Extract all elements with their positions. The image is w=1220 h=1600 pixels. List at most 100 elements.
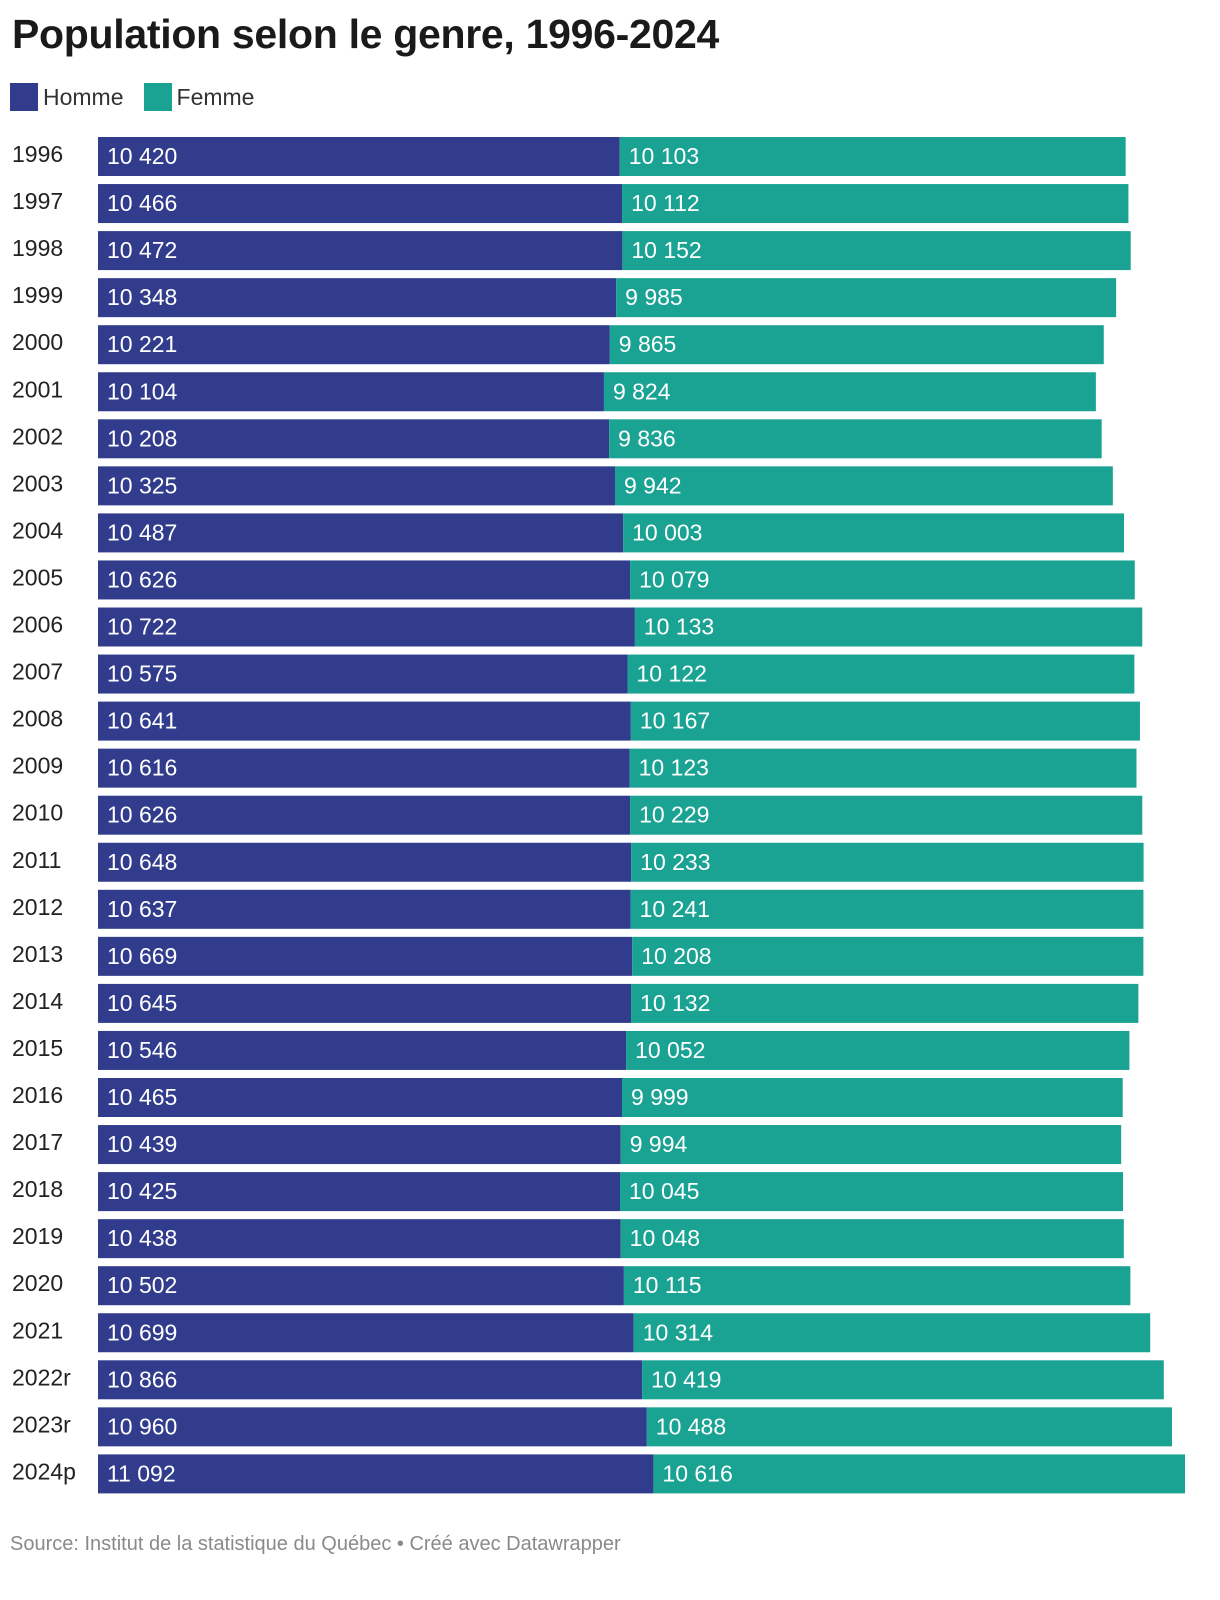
data-label-femme: 9 999	[631, 1084, 689, 1110]
bar-femme	[620, 1172, 1124, 1212]
bar-homme	[98, 1454, 654, 1494]
bar-femme	[622, 1078, 1123, 1117]
bar-row-1997: 1997 10 466 10 112	[12, 184, 1129, 224]
category-label: 1998	[12, 235, 63, 261]
category-label: 2021	[12, 1317, 63, 1343]
bar-row-1996: 1996 10 420 10 103	[12, 137, 1126, 176]
category-label: 2002	[12, 423, 63, 449]
bar-row-1999: 1999 10 348 9 985	[12, 278, 1117, 318]
bar-homme	[98, 1125, 621, 1165]
data-label-homme: 10 439	[107, 1131, 177, 1157]
bar-homme	[98, 278, 617, 318]
category-label: 2014	[12, 988, 63, 1014]
bar-chart: 1996 10 420 10 103 1997 10 466 10 112 1998 10 4…	[12, 137, 1185, 1494]
bar-homme	[98, 748, 630, 788]
data-label-femme: 10 122	[637, 661, 707, 687]
data-label-homme: 10 221	[107, 331, 177, 357]
legend-swatch-homme	[10, 83, 38, 111]
data-label-homme: 10 722	[107, 614, 177, 640]
data-label-homme: 10 502	[107, 1272, 177, 1298]
bar-row-2001: 2001 10 104 9 824	[12, 372, 1096, 412]
bar-row-2020: 2020 10 502 10 115	[12, 1266, 1131, 1306]
bar-homme	[98, 325, 610, 365]
category-label: 2015	[12, 1035, 63, 1061]
data-label-femme: 10 314	[643, 1319, 714, 1345]
data-label-femme: 9 994	[630, 1131, 688, 1157]
data-label-homme: 10 645	[107, 990, 177, 1016]
bar-row-2021: 2021 10 699 10 314	[12, 1313, 1151, 1353]
data-label-homme: 10 348	[107, 284, 177, 310]
bar-homme	[98, 1172, 621, 1212]
bar-homme	[98, 513, 624, 553]
bar-row-2007: 2007 10 575 10 122	[12, 654, 1135, 694]
category-label: 2003	[12, 470, 63, 496]
bar-row-2002: 2002 10 208 9 836	[12, 419, 1102, 459]
bar-femme	[622, 184, 1129, 224]
category-label: 2022r	[12, 1364, 71, 1390]
bar-row-2000: 2000 10 221 9 865	[12, 325, 1104, 365]
data-label-femme: 10 003	[632, 519, 702, 545]
data-label-femme: 9 824	[613, 378, 671, 404]
bar-homme	[98, 701, 631, 741]
data-label-femme: 10 488	[656, 1413, 726, 1439]
data-label-femme: 9 942	[624, 472, 682, 498]
bar-homme	[98, 936, 633, 976]
data-label-homme: 10 960	[107, 1413, 177, 1439]
data-label-femme: 9 865	[619, 331, 677, 357]
category-label: 2001	[12, 376, 63, 402]
bar-homme	[98, 1407, 647, 1447]
bar-femme	[630, 560, 1135, 600]
data-label-homme: 10 208	[107, 425, 177, 451]
bar-femme	[603, 372, 1096, 412]
bar-row-2012: 2012 10 637 10 241	[12, 889, 1144, 929]
data-label-homme: 10 669	[107, 943, 177, 969]
category-label: 2008	[12, 706, 63, 732]
category-label: 2004	[12, 517, 63, 543]
data-label-homme: 10 648	[107, 849, 177, 875]
data-label-femme: 10 241	[640, 896, 710, 922]
data-label-femme: 10 048	[630, 1225, 700, 1251]
data-label-femme: 10 419	[651, 1366, 721, 1392]
bar-homme	[98, 795, 631, 835]
source-note: Source: Institut de la statistique du Qu…	[10, 1533, 621, 1555]
category-label: 2007	[12, 659, 63, 685]
data-label-homme: 10 487	[107, 519, 177, 545]
bar-femme	[646, 1407, 1172, 1447]
bar-row-2004: 2004 10 487 10 003	[12, 513, 1125, 553]
legend-swatch-femme	[143, 83, 172, 111]
category-label: 2005	[12, 564, 63, 590]
data-label-femme: 10 123	[639, 755, 709, 781]
bar-femme	[626, 1030, 1130, 1070]
bar-row-2008: 2008 10 641 10 167	[12, 701, 1140, 741]
bar-row-2005: 2005 10 626 10 079	[12, 560, 1135, 600]
bar-row-2013: 2013 10 669 10 208	[12, 936, 1144, 976]
category-label: 1996	[12, 141, 63, 167]
bar-row-2016: 2016 10 465 9 999	[12, 1078, 1123, 1117]
data-label-femme: 10 132	[640, 990, 710, 1016]
bar-homme	[98, 1360, 643, 1400]
bar-femme	[631, 983, 1139, 1023]
data-label-homme: 10 420	[107, 143, 177, 169]
bar-row-2022r: 2022r 10 866 10 419	[12, 1360, 1164, 1400]
data-label-homme: 10 626	[107, 566, 177, 592]
data-label-femme: 9 836	[618, 425, 676, 451]
data-label-homme: 10 472	[107, 237, 177, 263]
bar-femme	[627, 654, 1135, 694]
bar-row-1998: 1998 10 472 10 152	[12, 231, 1131, 271]
bar-homme	[98, 1078, 623, 1117]
legend-item-homme: Homme	[10, 83, 124, 111]
category-label: 2023r	[12, 1411, 71, 1437]
data-label-femme: 10 045	[629, 1178, 699, 1204]
data-label-femme: 10 103	[629, 143, 699, 169]
data-label-homme: 10 325	[107, 472, 177, 498]
bar-row-2023r: 2023r 10 960 10 488	[12, 1407, 1172, 1447]
data-label-homme: 10 699	[107, 1319, 177, 1345]
category-label: 1997	[12, 188, 63, 214]
data-label-femme: 10 233	[640, 849, 710, 875]
bar-homme	[98, 1030, 627, 1070]
bar-row-2010: 2010 10 626 10 229	[12, 795, 1143, 835]
category-label: 1999	[12, 282, 63, 308]
legend-item-femme: Femme	[143, 83, 254, 111]
bar-homme	[98, 1219, 621, 1259]
data-label-femme: 10 079	[639, 566, 709, 592]
